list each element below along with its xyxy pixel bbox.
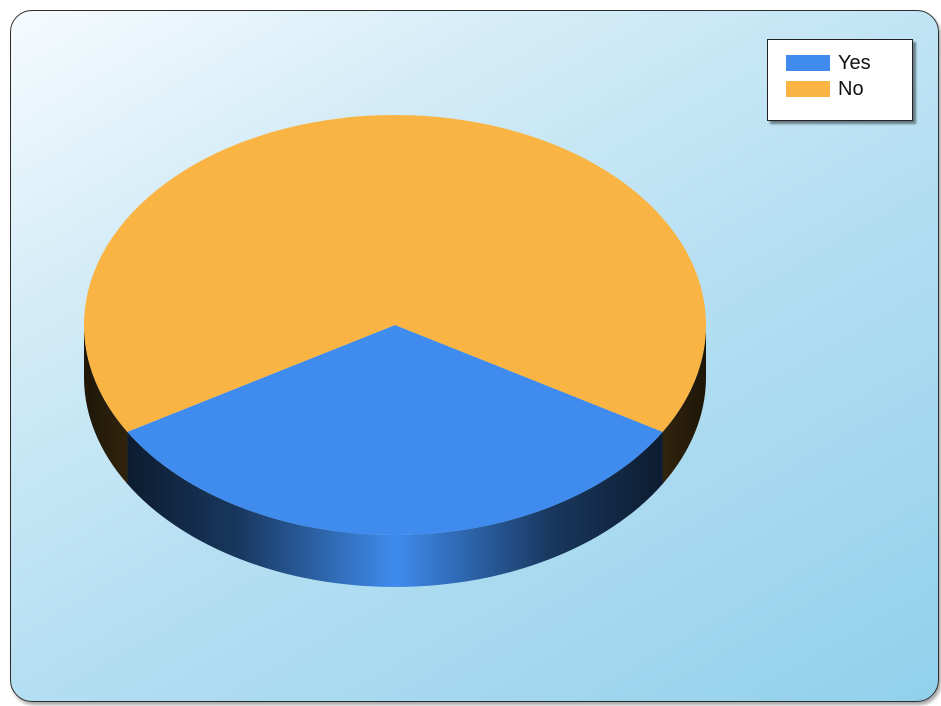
legend-label-no: No [838,78,864,100]
pie-slice-no[interactable] [83,115,706,432]
pie-side-yes [127,431,663,588]
pie-side-no [84,325,128,484]
chart-legend: Yes No [767,39,913,121]
chart-frame: Yes No [10,10,939,702]
pie-side-no-1 [662,325,706,484]
legend-item-yes: Yes [768,50,912,76]
legend-label-yes: Yes [838,52,871,74]
pie-plot-area [83,115,706,588]
legend-swatch-no [786,81,830,97]
legend-item-no: No [768,76,912,102]
legend-swatch-yes [786,55,830,71]
pie-slice-yes[interactable] [127,325,663,535]
